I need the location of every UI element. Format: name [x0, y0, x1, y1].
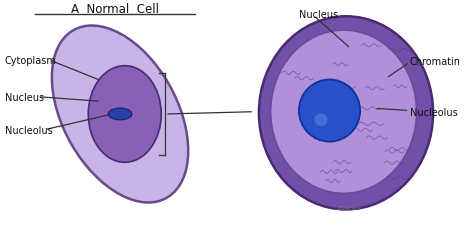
Text: Nucleolus: Nucleolus [5, 125, 53, 136]
Text: Nucleus: Nucleus [5, 92, 44, 102]
Text: Cytoplasm: Cytoplasm [5, 56, 56, 66]
Circle shape [108, 109, 132, 120]
Ellipse shape [259, 17, 433, 210]
Text: A  Normal  Cell: A Normal Cell [71, 3, 159, 16]
Ellipse shape [299, 80, 360, 142]
Ellipse shape [314, 114, 328, 126]
Text: ZGerals: ZGerals [336, 205, 361, 210]
Ellipse shape [271, 31, 417, 194]
Text: Nucleolus: Nucleolus [410, 107, 457, 117]
Text: Chromatin: Chromatin [410, 57, 461, 67]
Text: Nucleus: Nucleus [299, 10, 338, 20]
Ellipse shape [88, 66, 161, 163]
Ellipse shape [52, 26, 188, 203]
